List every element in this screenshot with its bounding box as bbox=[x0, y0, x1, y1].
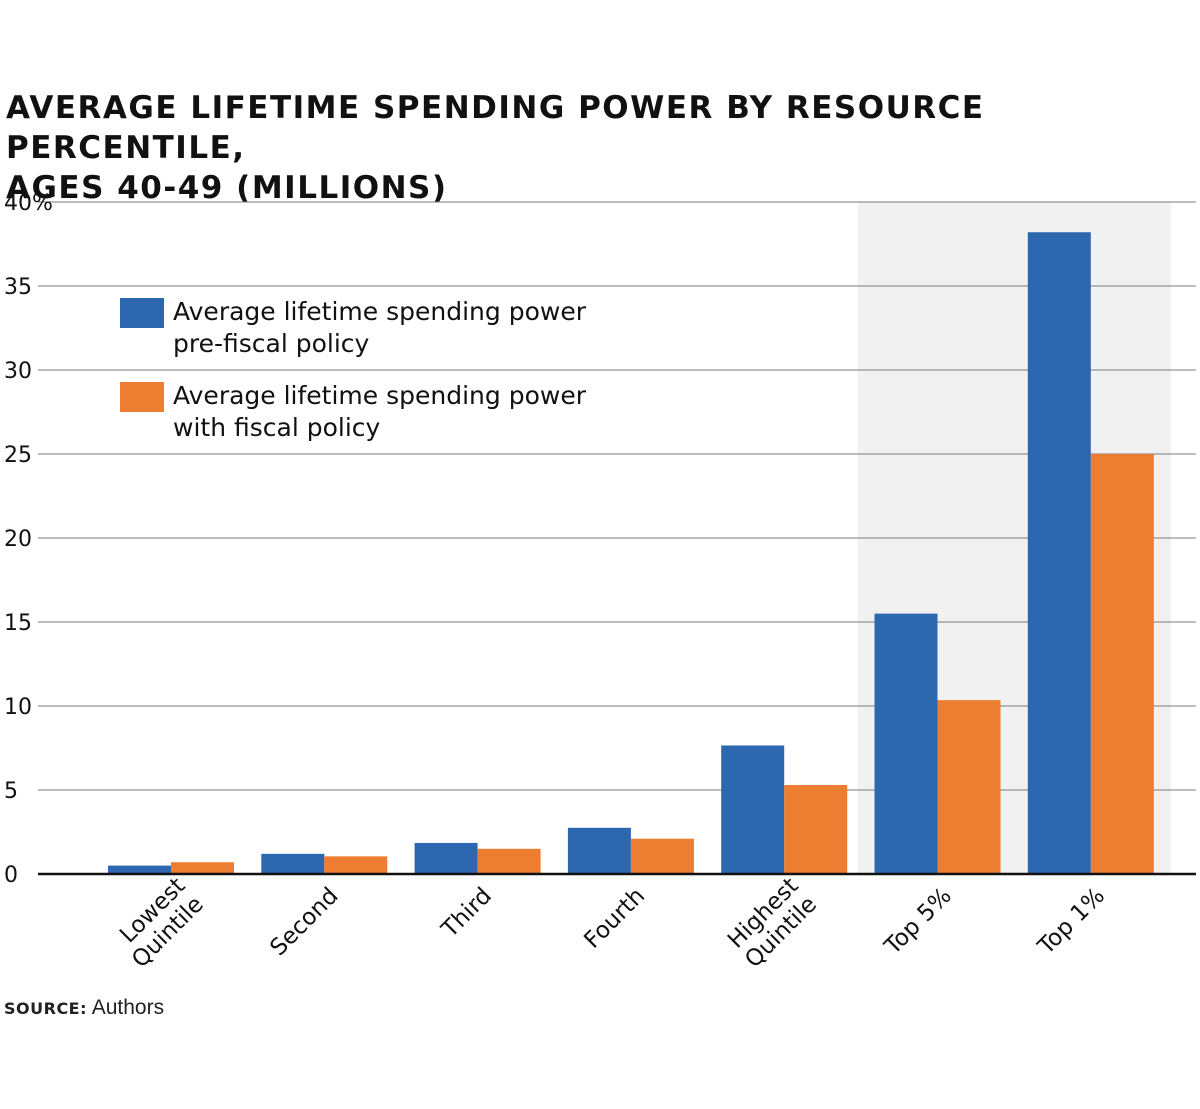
x-tick-label-highest-quintile: HighestQuintile bbox=[722, 873, 822, 973]
bar-pre-fiscal-top-5 bbox=[874, 613, 938, 874]
bar-with-fiscal-top-1 bbox=[1090, 454, 1154, 874]
legend-label-with-fiscal-line-1: Average lifetime spending power bbox=[173, 381, 586, 410]
bar-pre-fiscal-highest-quintile bbox=[721, 745, 785, 874]
y-tick-label: 25 bbox=[4, 443, 32, 468]
bar-with-fiscal-third bbox=[477, 848, 541, 874]
bar-with-fiscal-top-5 bbox=[937, 700, 1001, 874]
source-label: SOURCE: bbox=[4, 999, 88, 1018]
legend-swatch-with-fiscal bbox=[120, 382, 164, 412]
bar-with-fiscal-second bbox=[324, 856, 388, 874]
y-tick-label: 35 bbox=[4, 275, 32, 300]
bar-pre-fiscal-top-1 bbox=[1027, 232, 1091, 875]
legend-swatch-pre-fiscal bbox=[120, 298, 164, 328]
legend-label-pre-fiscal-line-1: Average lifetime spending power bbox=[173, 297, 586, 326]
legend-label-with-fiscal: Average lifetime spending power with fis… bbox=[173, 380, 643, 444]
y-tick-label: 15 bbox=[4, 611, 32, 636]
y-tick-label: 10 bbox=[4, 695, 32, 720]
bar-with-fiscal-lowest-quintile bbox=[171, 862, 234, 874]
bar-pre-fiscal-third bbox=[414, 842, 478, 874]
x-tick-label-line: Second bbox=[265, 883, 343, 961]
y-tick-label: 40% bbox=[4, 191, 53, 216]
chart-title: AVERAGE LIFETIME SPENDING POWER BY RESOU… bbox=[6, 88, 1196, 208]
x-tick-label-third: Third bbox=[436, 883, 497, 944]
x-tick-label-line: Top 5% bbox=[879, 883, 957, 961]
legend-label-pre-fiscal-line-2: pre-fiscal policy bbox=[173, 329, 370, 358]
y-tick-label: 5 bbox=[4, 779, 18, 804]
y-tick-label: 30 bbox=[4, 359, 32, 384]
legend-label-with-fiscal-line-2: with fiscal policy bbox=[173, 413, 381, 442]
legend-label-pre-fiscal: Average lifetime spending power pre-fisc… bbox=[173, 296, 643, 360]
chart-title-line-1: AVERAGE LIFETIME SPENDING POWER BY RESOU… bbox=[6, 90, 985, 166]
x-tick-label-line: Third bbox=[436, 883, 497, 944]
y-tick-label: 20 bbox=[4, 527, 32, 552]
x-tick-label-top-5: Top 5% bbox=[879, 883, 957, 961]
bar-with-fiscal-highest-quintile bbox=[784, 784, 848, 874]
x-tick-label-top-1: Top 1% bbox=[1033, 883, 1111, 961]
x-tick-label-line: Top 1% bbox=[1033, 883, 1111, 961]
source-note: SOURCE: Authors bbox=[4, 996, 164, 1020]
bar-pre-fiscal-lowest-quintile bbox=[108, 865, 171, 874]
x-tick-label-lowest-quintile: LowestQuintile bbox=[109, 873, 209, 973]
y-tick-label: 0 bbox=[4, 863, 18, 888]
x-tick-label-fourth: Fourth bbox=[579, 883, 650, 954]
x-tick-label-second: Second bbox=[265, 883, 343, 961]
bar-with-fiscal-fourth bbox=[630, 838, 694, 874]
bar-pre-fiscal-fourth bbox=[567, 827, 631, 874]
bar-pre-fiscal-second bbox=[261, 853, 325, 874]
chart-title-line-2: AGES 40-49 (MILLIONS) bbox=[6, 170, 448, 206]
source-text: Authors bbox=[91, 996, 165, 1019]
x-tick-label-line: Fourth bbox=[579, 883, 650, 954]
